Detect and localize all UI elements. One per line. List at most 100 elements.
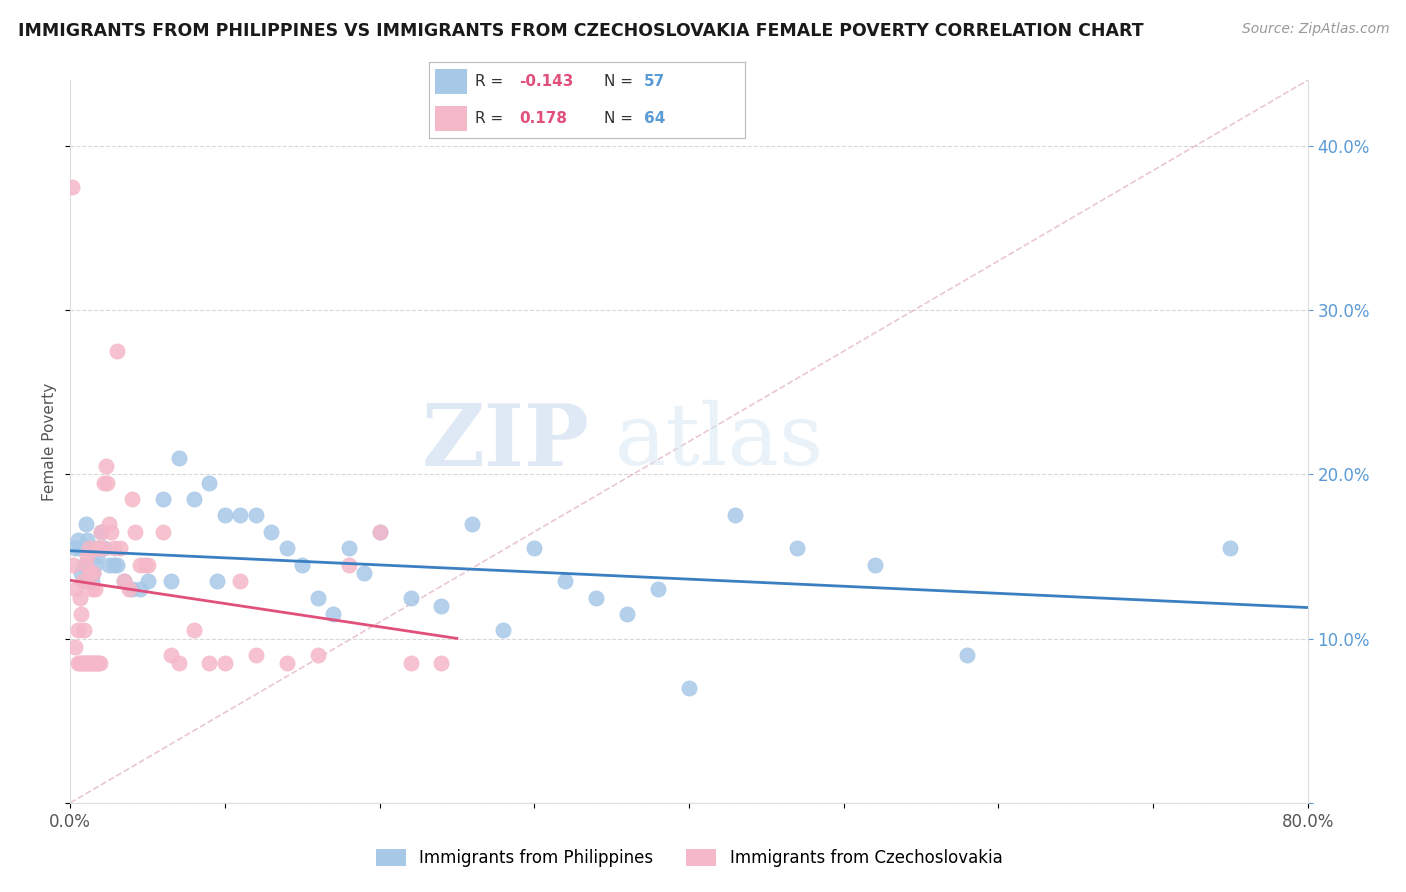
Point (786, 541, 808, 556)
Point (73, 657, 96, 671)
Point (134, 558, 156, 572)
Point (430, 657, 453, 671)
Point (84, 657, 107, 671)
Point (80, 657, 103, 671)
Point (124, 524, 146, 539)
Point (77, 657, 100, 671)
Bar (436, 70, 467, 95)
Point (91, 541, 114, 556)
Text: atlas: atlas (614, 400, 824, 483)
Point (72, 657, 94, 671)
Point (129, 558, 152, 572)
Point (724, 508, 747, 523)
Point (69, 657, 91, 671)
Point (75, 558, 97, 572)
Point (307, 591, 329, 605)
Point (245, 648, 267, 662)
Point (322, 607, 344, 621)
Text: R =: R = (475, 111, 513, 126)
Point (245, 508, 267, 523)
Point (616, 607, 638, 621)
Point (198, 475, 221, 490)
Point (291, 558, 314, 572)
Bar (436, 105, 467, 130)
Point (399, 657, 422, 671)
Point (86, 657, 108, 671)
Point (86, 541, 108, 556)
Point (118, 582, 141, 597)
Point (80, 574, 103, 588)
Point (554, 574, 576, 588)
Point (167, 657, 190, 671)
Point (260, 524, 283, 539)
Point (79, 657, 101, 671)
Point (93, 475, 115, 490)
Point (461, 516, 484, 531)
Point (152, 524, 174, 539)
Point (229, 508, 252, 523)
Text: N =: N = (605, 74, 638, 89)
Point (70, 657, 93, 671)
Point (96, 475, 118, 490)
Point (337, 558, 360, 572)
Point (368, 524, 391, 539)
Point (108, 541, 131, 556)
Point (76, 549, 98, 564)
Point (87, 541, 110, 556)
Point (1219, 541, 1241, 556)
Point (76, 533, 98, 547)
Point (86, 549, 108, 564)
Point (353, 566, 375, 580)
Point (75, 657, 97, 671)
Point (121, 582, 143, 597)
Point (93, 541, 115, 556)
Point (492, 624, 515, 638)
Point (105, 558, 128, 572)
Y-axis label: Female Poverty: Female Poverty (42, 383, 58, 500)
Point (678, 681, 700, 695)
Text: IMMIGRANTS FROM PHILIPPINES VS IMMIGRANTS FROM CZECHOSLOVAKIA FEMALE POVERTY COR: IMMIGRANTS FROM PHILIPPINES VS IMMIGRANT… (18, 22, 1144, 40)
Point (84, 582, 107, 597)
Point (69, 541, 91, 556)
Point (79, 566, 101, 580)
Text: R =: R = (475, 74, 508, 89)
Text: ZIP: ZIP (422, 400, 591, 483)
Point (121, 491, 143, 506)
Point (214, 657, 236, 671)
Point (67, 624, 90, 638)
Point (585, 591, 607, 605)
Point (62, 558, 84, 572)
Point (79, 566, 101, 580)
Point (198, 657, 221, 671)
Point (98, 558, 120, 572)
Point (114, 574, 135, 588)
Text: 64: 64 (644, 111, 665, 126)
Point (136, 558, 159, 572)
Point (87, 657, 110, 671)
Point (82, 657, 105, 671)
Point (70, 607, 93, 621)
Point (214, 508, 236, 523)
Point (647, 582, 669, 597)
Text: 57: 57 (644, 74, 665, 89)
Point (87, 541, 110, 556)
Point (75, 541, 97, 556)
Point (82, 566, 105, 580)
Point (307, 648, 329, 662)
Point (523, 541, 546, 556)
Point (100, 524, 122, 539)
Point (399, 591, 422, 605)
Text: Source: ZipAtlas.com: Source: ZipAtlas.com (1241, 22, 1389, 37)
Point (430, 599, 453, 613)
Point (77, 541, 100, 556)
Point (84, 558, 107, 572)
Point (60, 180, 83, 194)
Point (67, 533, 90, 547)
Point (90, 524, 112, 539)
Point (69, 591, 91, 605)
Point (63, 541, 86, 556)
Point (72, 574, 94, 588)
Point (75, 516, 97, 531)
Point (276, 657, 298, 671)
Point (63, 640, 86, 654)
